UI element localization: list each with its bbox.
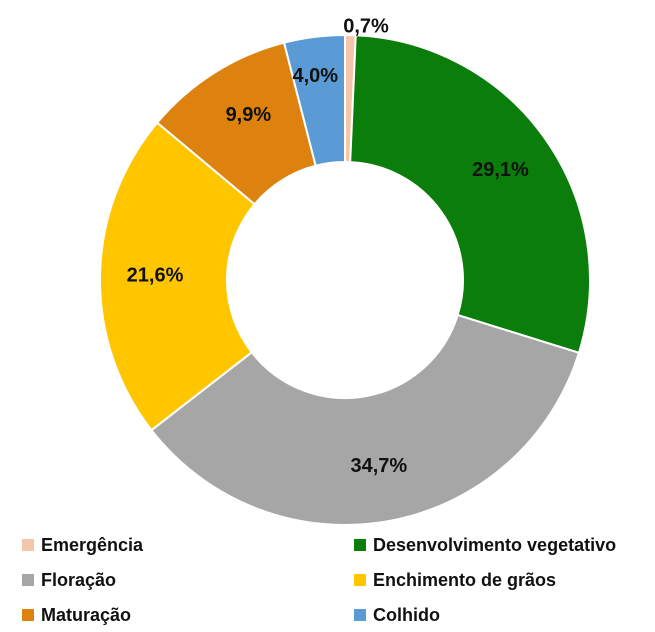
legend-label-enchimento-de-graos: Enchimento de grãos: [373, 569, 557, 590]
legend-swatch-desenvolvimento-vegetativo: [354, 539, 366, 551]
donut-slices: [99, 33, 591, 526]
data-label-emergencia: 0,7%: [343, 15, 389, 37]
data-label-floracao: 34,7%: [350, 455, 407, 477]
legend-swatch-enchimento-de-graos: [354, 574, 366, 586]
data-label-colhido: 4,0%: [293, 65, 339, 87]
legend-item-desenvolvimento-vegetativo: Desenvolvimento vegetativo: [354, 531, 616, 559]
legend-item-maturacao: Maturação: [22, 601, 131, 629]
legend-item-emergencia: Emergência: [22, 531, 143, 559]
legend-label-maturacao: Maturação: [41, 604, 132, 625]
slice-floracao: [150, 313, 581, 526]
legend-label-floracao: Floração: [41, 569, 117, 590]
slice-desenvolvimento-vegetativo: [349, 34, 591, 355]
donut-chart: 0,7% 29,1% 34,7% 21,6% 9,9% 4,0%: [99, 15, 591, 526]
legend-item-floracao: Floração: [22, 566, 116, 594]
legend-swatch-maturacao: [22, 609, 34, 621]
slice-labels: 0,7% 29,1% 34,7% 21,6% 9,9% 4,0%: [127, 15, 529, 477]
legend-item-enchimento-de-graos: Enchimento de grãos: [354, 566, 556, 594]
chart-legend: Emergência Desenvolvimento vegetativo Fl…: [22, 531, 652, 631]
data-label-desenvolvimento-vegetativo: 29,1%: [472, 159, 529, 181]
slice-enchimento-de-graos: [99, 121, 256, 432]
legend-label-desenvolvimento-vegetativo: Desenvolvimento vegetativo: [373, 534, 617, 555]
data-label-enchimento-de-graos: 21,6%: [127, 265, 184, 287]
legend-item-colhido: Colhido: [354, 601, 440, 629]
legend-swatch-emergencia: [22, 539, 34, 551]
legend-label-emergencia: Emergência: [41, 534, 144, 555]
legend-swatch-colhido: [354, 609, 366, 621]
data-label-maturacao: 9,9%: [226, 104, 272, 126]
legend-label-colhido: Colhido: [373, 604, 440, 625]
slice-colhido: [282, 33, 346, 167]
legend-swatch-floracao: [22, 574, 34, 586]
